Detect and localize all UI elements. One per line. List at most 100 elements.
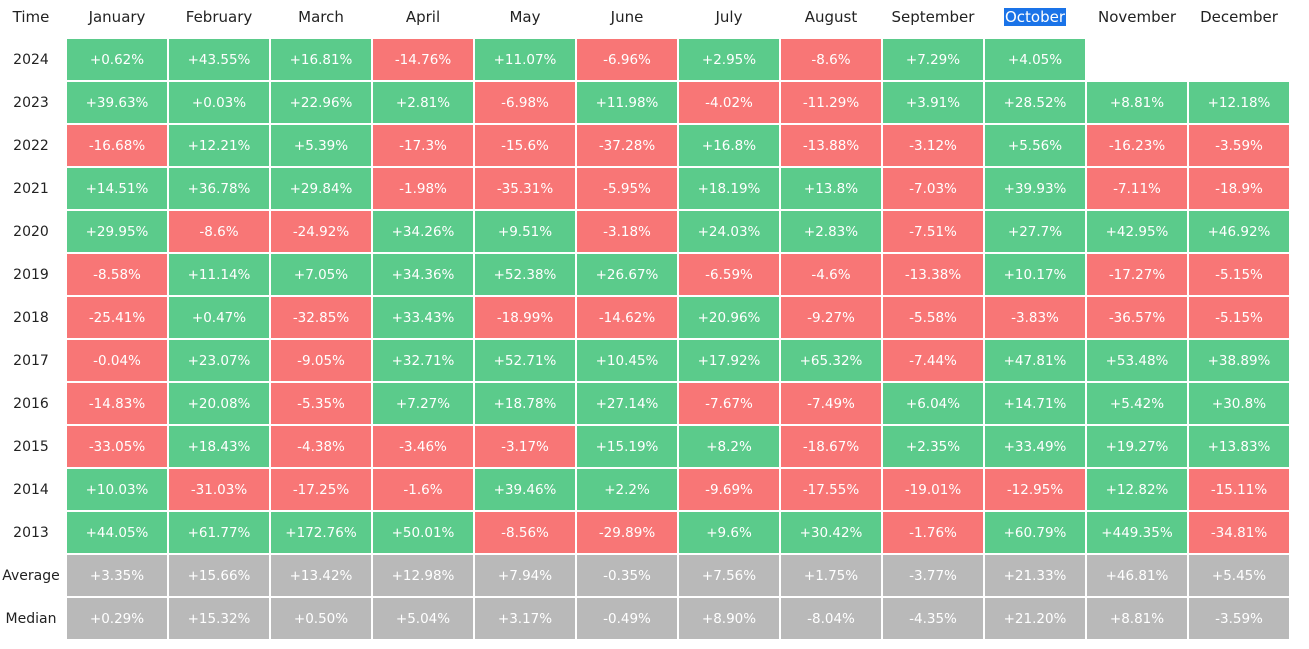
return-cell: +15.32% [169, 598, 269, 639]
return-cell: +46.92% [1189, 211, 1289, 252]
return-cell: +2.35% [883, 426, 983, 467]
return-cell: -8.6% [169, 211, 269, 252]
return-cell-text: -6.59% [705, 266, 753, 283]
return-cell: +30.8% [1189, 383, 1289, 424]
return-cell: +13.8% [781, 168, 881, 209]
return-cell: -31.03% [169, 469, 269, 510]
return-cell-text: -8.04% [807, 610, 855, 627]
return-cell-text: -1.98% [399, 180, 447, 197]
return-cell: +17.92% [679, 340, 779, 381]
return-cell: +3.17% [475, 598, 575, 639]
return-cell-text: +13.8% [803, 180, 859, 197]
return-cell: +60.79% [985, 512, 1085, 553]
return-cell: +3.35% [67, 555, 167, 596]
row-label-text: Average [2, 567, 60, 584]
return-cell-text: +16.8% [701, 137, 757, 154]
return-cell-text: -7.49% [807, 395, 855, 412]
return-cell-text: +7.05% [293, 266, 349, 283]
row-label: 2019 [0, 254, 62, 295]
return-cell: -24.92% [271, 211, 371, 252]
return-cell-text: +23.07% [187, 352, 251, 369]
row-label-text: 2022 [13, 137, 49, 154]
return-cell-text: +15.32% [187, 610, 251, 627]
return-cell: +52.38% [475, 254, 575, 295]
return-cell-text: -18.9% [1215, 180, 1263, 197]
return-cell: -29.89% [577, 512, 677, 553]
return-cell: -5.58% [883, 297, 983, 338]
return-cell-text: -4.02% [705, 94, 753, 111]
return-cell: +5.56% [985, 125, 1085, 166]
return-cell: +7.94% [475, 555, 575, 596]
return-cell-text: -9.05% [297, 352, 345, 369]
row-label-text: 2014 [13, 481, 49, 498]
return-cell: +27.14% [577, 383, 677, 424]
return-cell: +8.2% [679, 426, 779, 467]
return-cell: -13.88% [781, 125, 881, 166]
return-cell-text: -8.6% [199, 223, 239, 240]
return-cell-text: -8.6% [811, 51, 851, 68]
return-cell-text: -14.62% [598, 309, 656, 326]
return-cell-text: +39.46% [493, 481, 557, 498]
return-cell-text: -14.83% [88, 395, 146, 412]
return-cell: +16.8% [679, 125, 779, 166]
column-header: March [271, 0, 371, 33]
return-cell: +9.51% [475, 211, 575, 252]
column-header: June [577, 0, 677, 33]
return-cell: -5.35% [271, 383, 371, 424]
column-header: May [475, 0, 575, 33]
return-cell: +26.67% [577, 254, 677, 295]
return-cell-text: -3.12% [909, 137, 957, 154]
return-cell: -16.23% [1087, 125, 1187, 166]
column-header: January [67, 0, 167, 33]
return-cell: -17.25% [271, 469, 371, 510]
return-cell-text: -5.58% [909, 309, 957, 326]
return-cell-text: -29.89% [598, 524, 656, 541]
row-label-text: 2024 [13, 51, 49, 68]
return-cell: -15.6% [475, 125, 575, 166]
return-cell-text: -16.68% [88, 137, 146, 154]
return-cell-text: +13.83% [1207, 438, 1271, 455]
return-cell: +14.51% [67, 168, 167, 209]
return-cell-text: +8.81% [1109, 94, 1165, 111]
return-cell-text: +0.03% [191, 94, 247, 111]
return-cell-text: +61.77% [187, 524, 251, 541]
return-cell: +7.27% [373, 383, 473, 424]
return-cell: +22.96% [271, 82, 371, 123]
return-cell-text: +16.81% [289, 51, 353, 68]
return-cell-text: -3.17% [501, 438, 549, 455]
return-cell-text: +15.19% [595, 438, 659, 455]
row-label-text: 2015 [13, 438, 49, 455]
row-label: 2020 [0, 211, 62, 252]
column-header-text: Time [12, 7, 50, 26]
return-cell-text: +20.96% [697, 309, 761, 326]
return-cell-text: +0.62% [89, 51, 145, 68]
return-cell-text: +7.56% [701, 567, 757, 584]
return-cell-text: +0.47% [191, 309, 247, 326]
return-cell: +47.81% [985, 340, 1085, 381]
return-cell: -6.59% [679, 254, 779, 295]
return-cell-text: -7.67% [705, 395, 753, 412]
return-cell-text: +46.92% [1207, 223, 1271, 240]
row-label: 2024 [0, 39, 62, 80]
return-cell-text: +18.43% [187, 438, 251, 455]
return-cell-text: +12.21% [187, 137, 251, 154]
return-cell: +10.45% [577, 340, 677, 381]
return-cell-text: +2.95% [701, 51, 757, 68]
return-cell: +1.75% [781, 555, 881, 596]
return-cell-text: +27.14% [595, 395, 659, 412]
return-cell: +11.98% [577, 82, 677, 123]
return-cell-text: -15.11% [1210, 481, 1268, 498]
return-cell: -16.68% [67, 125, 167, 166]
return-cell-text: +29.84% [289, 180, 353, 197]
return-cell-text: +8.90% [701, 610, 757, 627]
return-cell: +39.93% [985, 168, 1085, 209]
return-cell: +16.81% [271, 39, 371, 80]
return-cell-text: -7.03% [909, 180, 957, 197]
return-cell-text: +3.35% [89, 567, 145, 584]
return-cell: -4.35% [883, 598, 983, 639]
return-cell-text: +21.20% [1003, 610, 1067, 627]
return-cell: +29.95% [67, 211, 167, 252]
return-cell: -3.46% [373, 426, 473, 467]
return-cell-text: +33.43% [391, 309, 455, 326]
return-cell-text: +5.45% [1211, 567, 1267, 584]
